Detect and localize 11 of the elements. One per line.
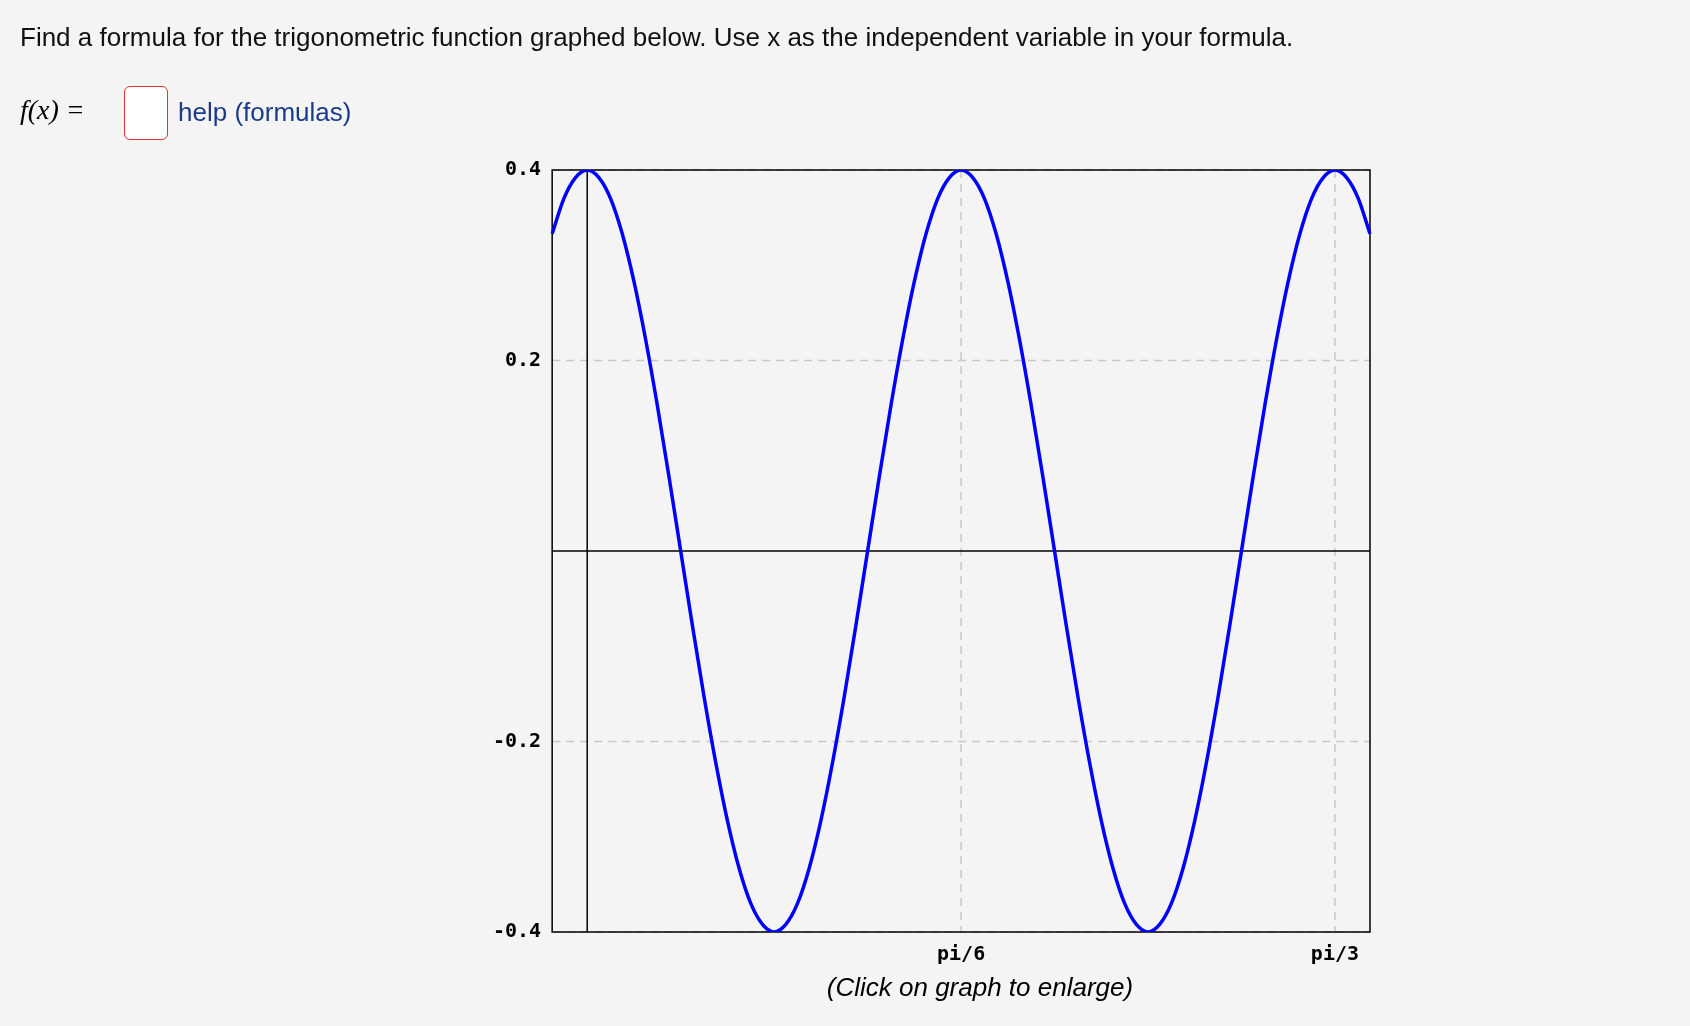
x-tick-label: pi/6	[937, 941, 986, 966]
y-tick-label: 0.4	[505, 156, 542, 181]
x-tick-label: pi/3	[1310, 941, 1360, 966]
text: help (formulas)	[178, 97, 352, 128]
line-series	[550, 170, 1372, 932]
text: f(x) =	[20, 94, 85, 126]
y-tick-label: -0.4	[492, 918, 542, 943]
y-tick-label: -0.2	[492, 727, 542, 752]
chart-title: Find a formula for the trigonometric function graphed below. Use x as the independent variable in your formula.	[20, 22, 1294, 53]
text: (Click on graph to enlarge)	[825, 972, 1135, 1003]
y-tick-label: 0.2	[505, 346, 542, 371]
